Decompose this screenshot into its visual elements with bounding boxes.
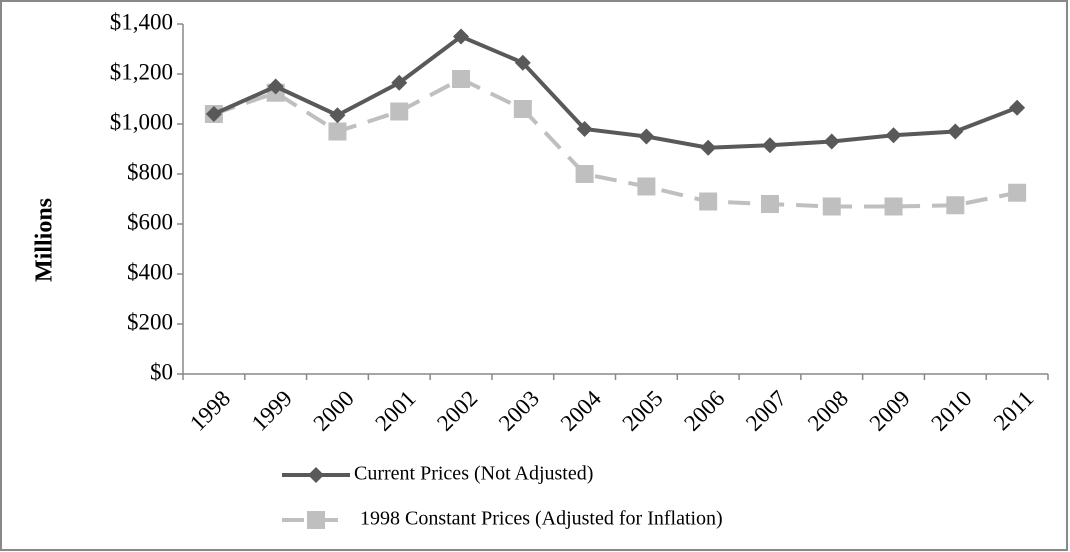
data-point — [576, 121, 593, 137]
data-point — [453, 28, 470, 45]
series-line — [213, 34, 1018, 150]
legend-marker — [307, 511, 325, 529]
series-line — [213, 76, 1018, 209]
data-point — [822, 197, 841, 216]
data-point — [760, 195, 779, 213]
data-point — [575, 165, 594, 183]
data-point — [514, 54, 531, 71]
data-point — [947, 123, 964, 140]
data-point — [699, 192, 718, 211]
y-tick-label: $400 — [127, 259, 173, 284]
y-tick-label: $800 — [127, 159, 173, 184]
y-tick-label: $600 — [127, 209, 173, 234]
y-tick-label: $200 — [127, 309, 173, 334]
data-point — [391, 74, 408, 91]
data-point — [946, 196, 965, 215]
legend-label: 1998 Constant Prices (Adjusted for Infla… — [360, 508, 723, 530]
data-point — [452, 70, 471, 88]
legend-marker — [308, 467, 324, 483]
legend-label: Current Prices (Not Adjusted) — [354, 463, 593, 485]
data-point — [638, 128, 655, 145]
data-point — [885, 127, 902, 144]
data-point — [700, 139, 717, 156]
data-point — [390, 102, 409, 121]
data-point — [205, 106, 222, 122]
data-point — [267, 78, 284, 95]
data-point — [761, 137, 778, 154]
data-point — [1009, 99, 1026, 116]
data-point — [884, 197, 903, 216]
y-tick-label: $0 — [150, 359, 173, 384]
y-axis-label: Millions — [32, 198, 58, 282]
y-tick-label: $1,000 — [110, 109, 173, 134]
y-tick-label: $1,200 — [110, 59, 173, 84]
data-point — [637, 177, 656, 196]
data-point — [328, 122, 347, 141]
data-point — [1008, 183, 1027, 202]
data-point — [513, 100, 532, 118]
data-point — [329, 107, 346, 124]
y-tick-label: $1,400 — [110, 9, 173, 34]
data-point — [823, 133, 840, 150]
